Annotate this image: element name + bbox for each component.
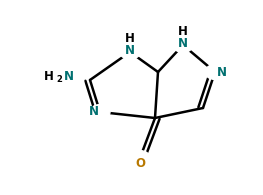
Circle shape — [205, 65, 225, 79]
Circle shape — [173, 38, 193, 52]
Bar — [37, 69, 83, 84]
Text: N: N — [216, 66, 227, 79]
Text: N: N — [64, 70, 74, 83]
Circle shape — [90, 105, 110, 119]
Text: 2: 2 — [57, 75, 63, 84]
Circle shape — [120, 45, 140, 59]
Text: H: H — [178, 25, 188, 38]
Text: H: H — [44, 70, 54, 83]
Text: N: N — [125, 43, 135, 57]
Text: N: N — [178, 36, 188, 50]
Text: H: H — [125, 32, 135, 45]
Circle shape — [130, 151, 150, 165]
Text: N: N — [88, 105, 98, 119]
Text: O: O — [135, 157, 145, 170]
